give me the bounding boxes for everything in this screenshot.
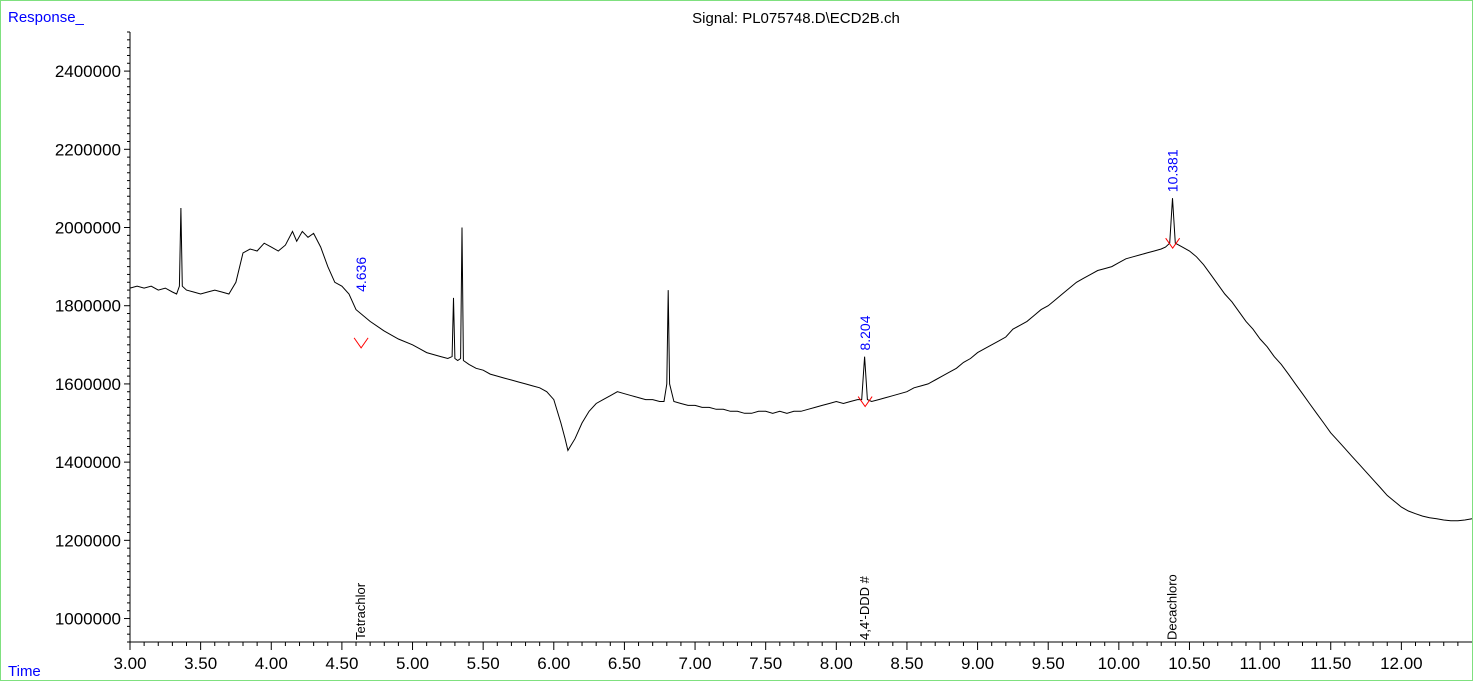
x-tick-label: 3.00 <box>113 654 146 673</box>
y-tick-label: 2000000 <box>55 219 121 238</box>
peak-baseline <box>1165 237 1181 250</box>
y-tick-label: 1000000 <box>55 610 121 629</box>
signal-line <box>129 198 1473 522</box>
x-tick-label: 9.50 <box>1032 654 1065 673</box>
x-tick-label: 4.00 <box>255 654 288 673</box>
x-tick-label: 11.50 <box>1310 654 1351 673</box>
axes: 1000000 1200000 1400000 1600000 1800000 20000… <box>55 31 1472 673</box>
y-tick-label: 2200000 <box>55 140 121 159</box>
compound-label: Decachloro <box>1165 574 1180 640</box>
peak-rt-label: 8.204 <box>857 315 873 350</box>
peak-annotations: 4.636 Tetrachlor 8.204 4,4'-DDD # 10.381 Deca… <box>353 149 1181 640</box>
peak-baseline <box>353 337 369 349</box>
peak-rt-label: 4.636 <box>353 257 369 292</box>
y-tick-label: 1600000 <box>55 375 121 394</box>
compound-label: Tetrachlor <box>353 582 368 640</box>
x-tick-label: 11.00 <box>1239 654 1280 673</box>
x-tick-label: 3.50 <box>184 654 217 673</box>
x-tick-label: 8.50 <box>890 654 923 673</box>
compound-label: 4,4'-DDD # <box>857 575 872 640</box>
x-tick-label: 12.00 <box>1380 654 1423 673</box>
chart-title: Signal: PL075748.D\ECD2B.ch <box>692 10 900 27</box>
signal-trace <box>129 198 1473 522</box>
x-tick-label: 4.50 <box>325 654 358 673</box>
x-axis-label: Time <box>8 663 41 680</box>
y-tick-label: 1400000 <box>55 453 121 472</box>
y-tick-label: 1800000 <box>55 297 121 316</box>
peak-baseline <box>857 396 873 408</box>
x-tick-label: 6.50 <box>608 654 641 673</box>
x-tick-label: 10.00 <box>1098 654 1141 673</box>
x-tick-label: 8.00 <box>820 654 853 673</box>
x-tick-label: 9.00 <box>961 654 994 673</box>
x-tick-label: 10.50 <box>1168 654 1211 673</box>
y-tick-label: 1200000 <box>55 531 121 550</box>
y-tick-label: 2400000 <box>55 62 121 81</box>
x-tick-label: 6.00 <box>537 654 570 673</box>
x-tick-label: 5.50 <box>467 654 500 673</box>
x-tick-label: 5.00 <box>396 654 429 673</box>
y-axis-label: Response_ <box>8 9 85 26</box>
x-tick-label: 7.00 <box>679 654 712 673</box>
x-tick-label: 7.50 <box>749 654 782 673</box>
peak-rt-label: 10.381 <box>1165 149 1181 192</box>
